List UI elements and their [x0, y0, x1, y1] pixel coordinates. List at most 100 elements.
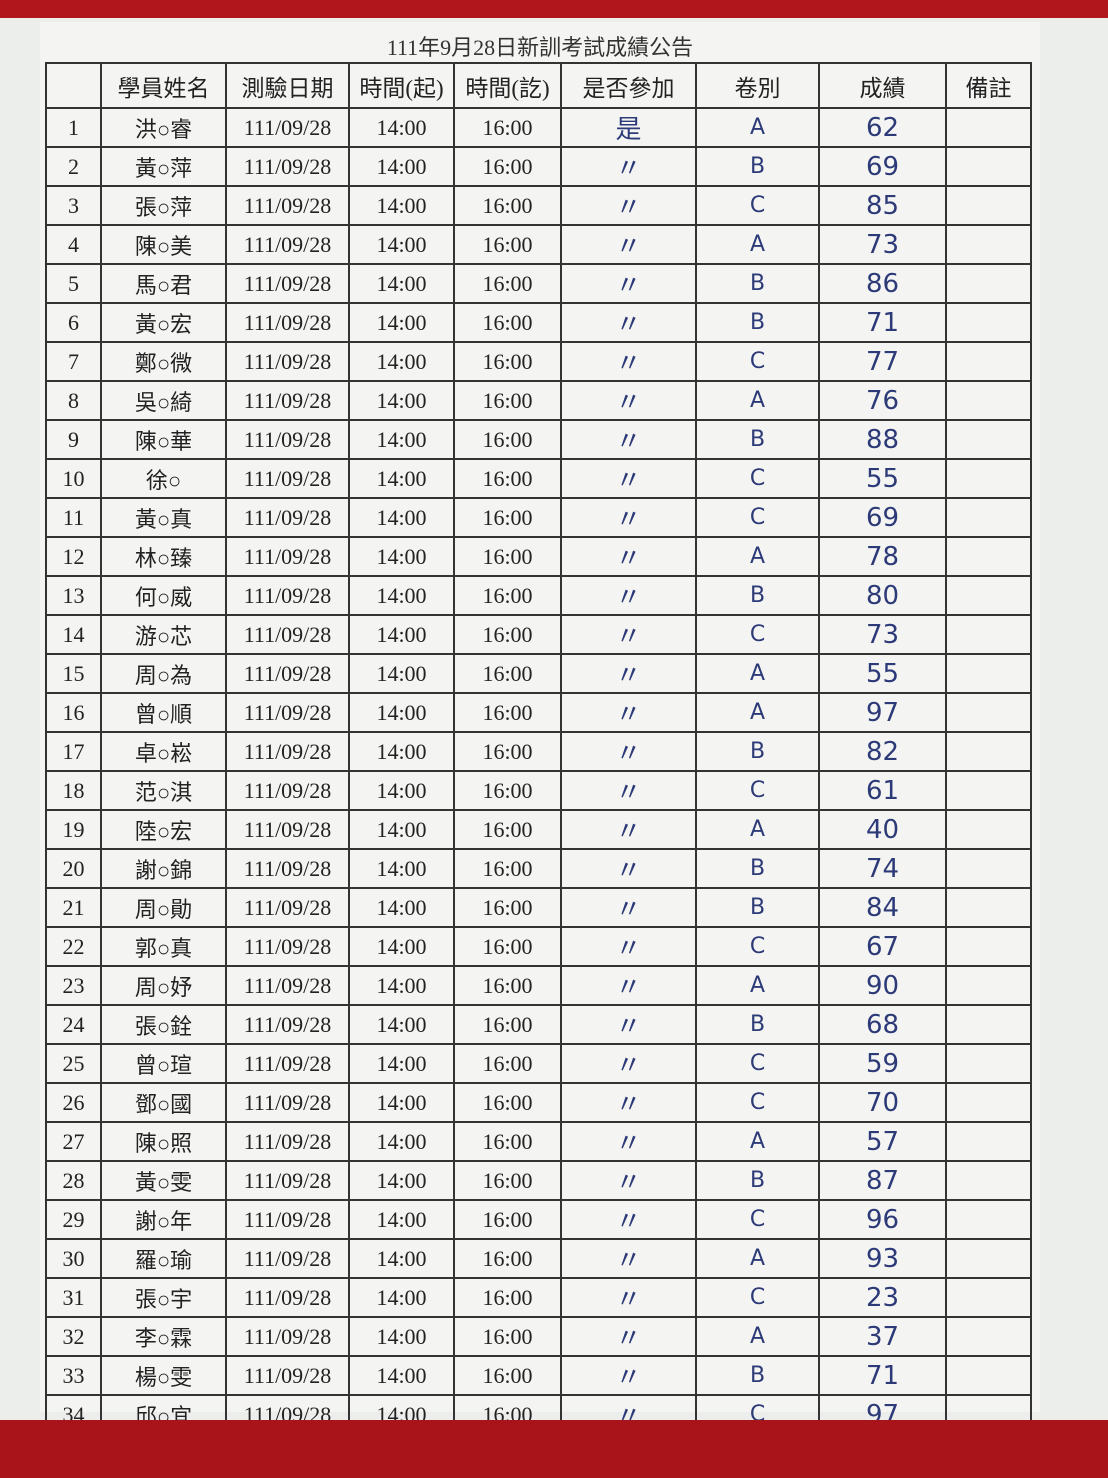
table-cell: 77 [818, 341, 947, 382]
table-cell: 16:00 [453, 770, 562, 811]
table-cell: 16:00 [453, 1160, 562, 1201]
table-cell: 周○妤 [100, 965, 227, 1006]
table-cell: 16:00 [453, 1043, 562, 1084]
table-cell: 〃 [560, 848, 697, 889]
table-cell: 111/09/28 [225, 1004, 350, 1045]
table-cell: 林○臻 [100, 536, 227, 577]
table-cell: 14 [45, 614, 102, 655]
empty-cell [945, 497, 1032, 538]
table-cell: 16:00 [453, 341, 562, 382]
table-cell: 4 [45, 224, 102, 265]
table-cell: A [695, 653, 820, 694]
table-cell: 李○霖 [100, 1316, 227, 1357]
empty-cell [945, 536, 1032, 577]
table-cell: B [695, 1004, 820, 1045]
header-row: 學員姓名 測驗日期 時間(起) 時間(訖) 是否參加 卷別 成績 備註 [45, 62, 1032, 109]
table-cell: 16:00 [453, 185, 562, 226]
table-cell: 93 [818, 1238, 947, 1279]
table-cell: 88 [818, 419, 947, 460]
table-cell: 10 [45, 458, 102, 499]
table-row: 33 楊○雯 111/09/28 14:00 16:00 〃 B 71 [45, 1355, 1032, 1396]
empty-cell [945, 146, 1032, 187]
table-cell: B [695, 1355, 820, 1396]
table-cell: 14:00 [348, 1355, 455, 1396]
empty-cell [945, 926, 1032, 967]
table-cell: 〃 [560, 575, 697, 616]
empty-cell [945, 1004, 1032, 1045]
table-cell: C [695, 1199, 820, 1240]
table-cell: 111/09/28 [225, 224, 350, 265]
table-cell: 69 [818, 497, 947, 538]
table-cell: 55 [818, 458, 947, 499]
table-cell: 14:00 [348, 1277, 455, 1318]
table-cell: 20 [45, 848, 102, 889]
score-table: 學員姓名 測驗日期 時間(起) 時間(訖) 是否參加 卷別 成績 備註 1 洪○睿 111/09/… [45, 62, 1032, 1435]
table-cell: C [695, 458, 820, 499]
table-cell: 14:00 [348, 887, 455, 928]
header-cell: 時間(訖) [453, 62, 562, 109]
table-row: 14 游○芯 111/09/28 14:00 16:00 〃 C 73 [45, 614, 1032, 655]
table-cell: 黃○宏 [100, 302, 227, 343]
table-cell: 黃○萍 [100, 146, 227, 187]
table-cell: 曾○順 [100, 692, 227, 733]
table-cell: 16:00 [453, 146, 562, 187]
table-cell: 27 [45, 1121, 102, 1162]
table-cell: 111/09/28 [225, 107, 350, 148]
empty-cell [945, 887, 1032, 928]
table-cell: 〃 [560, 1199, 697, 1240]
table-cell: 111/09/28 [225, 614, 350, 655]
table-cell: B [695, 302, 820, 343]
table-cell: 羅○瑜 [100, 1238, 227, 1279]
table-cell: 76 [818, 380, 947, 421]
table-cell: 〃 [560, 1043, 697, 1084]
table-cell: 111/09/28 [225, 575, 350, 616]
table-row: 10 徐○ 111/09/28 14:00 16:00 〃 C 55 [45, 458, 1032, 499]
table-cell: 陳○美 [100, 224, 227, 265]
table-cell: 14:00 [348, 1160, 455, 1201]
table-cell: 謝○錦 [100, 848, 227, 889]
table-cell: 14:00 [348, 380, 455, 421]
table-cell: 張○萍 [100, 185, 227, 226]
table-row: 12 林○臻 111/09/28 14:00 16:00 〃 A 78 [45, 536, 1032, 577]
empty-cell [945, 419, 1032, 460]
table-cell: 〃 [560, 1121, 697, 1162]
table-cell: 111/09/28 [225, 1355, 350, 1396]
empty-cell [945, 185, 1032, 226]
table-cell: 陳○照 [100, 1121, 227, 1162]
empty-cell [945, 770, 1032, 811]
table-cell: 16:00 [453, 536, 562, 577]
table-cell: 14:00 [348, 692, 455, 733]
table-cell: 16:00 [453, 1277, 562, 1318]
table-row: 13 何○威 111/09/28 14:00 16:00 〃 B 80 [45, 575, 1032, 616]
table-cell: 〃 [560, 1082, 697, 1123]
table-cell: B [695, 848, 820, 889]
table-cell: 16:00 [453, 1082, 562, 1123]
table-cell: 14:00 [348, 224, 455, 265]
empty-cell [945, 575, 1032, 616]
table-cell: 25 [45, 1043, 102, 1084]
table-cell: 14:00 [348, 185, 455, 226]
table-cell: 111/09/28 [225, 497, 350, 538]
table-cell: 17 [45, 731, 102, 772]
empty-cell [945, 809, 1032, 850]
empty-cell [945, 1043, 1032, 1084]
table-row: 31 張○宇 111/09/28 14:00 16:00 〃 C 23 [45, 1277, 1032, 1318]
table-cell: 111/09/28 [225, 1160, 350, 1201]
table-cell: 16:00 [453, 302, 562, 343]
table-cell: 16:00 [453, 653, 562, 694]
table-cell: 鄧○國 [100, 1082, 227, 1123]
table-cell: B [695, 419, 820, 460]
table-cell: 〃 [560, 536, 697, 577]
table-cell: 16:00 [453, 1199, 562, 1240]
table-cell: 96 [818, 1199, 947, 1240]
table-cell: 14:00 [348, 926, 455, 967]
table-cell: C [695, 770, 820, 811]
document-title: 111年9月28日新訓考試成績公告 [386, 35, 694, 60]
table-cell: 111/09/28 [225, 848, 350, 889]
table-cell: C [695, 497, 820, 538]
table-row: 3 張○萍 111/09/28 14:00 16:00 〃 C 85 [45, 185, 1032, 226]
table-cell: 曾○瑄 [100, 1043, 227, 1084]
table-cell: 是 [560, 107, 697, 148]
table-cell: 卓○崧 [100, 731, 227, 772]
table-cell: 〃 [560, 1355, 697, 1396]
